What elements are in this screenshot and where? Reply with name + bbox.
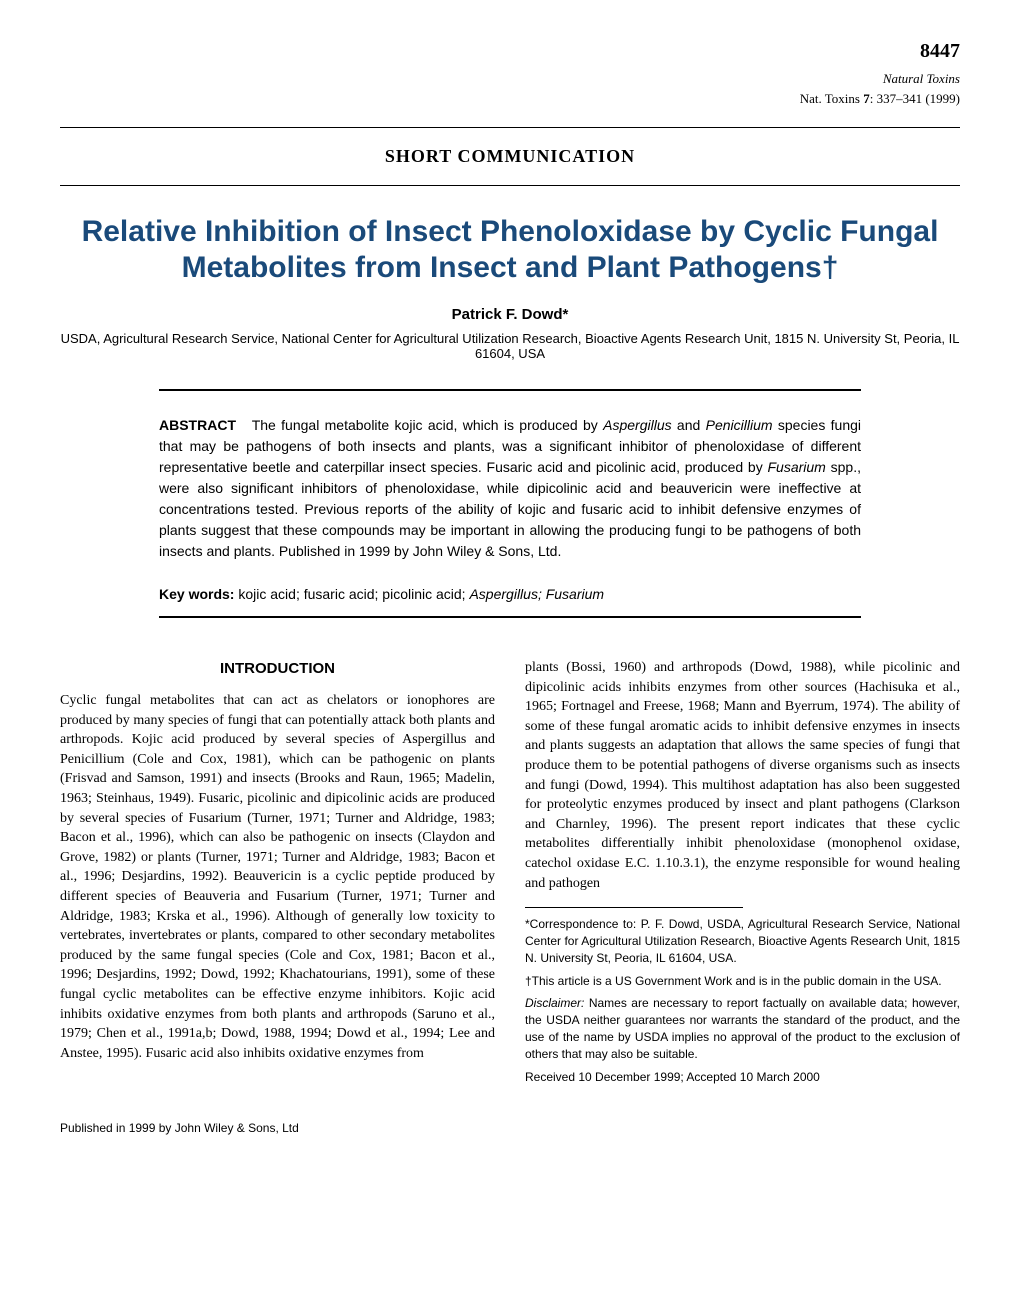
abstract-species-2: Penicillium	[706, 417, 773, 433]
keywords-label: Key words:	[159, 586, 234, 602]
column-left: INTRODUCTION Cyclic fungal metabolites t…	[60, 658, 495, 1091]
section-type: SHORT COMMUNICATION	[60, 146, 960, 167]
journal-volume: 7	[863, 91, 870, 106]
rule-abstract-top	[159, 389, 861, 391]
footnote-correspondence: *Correspondence to: P. F. Dowd, USDA, Ag…	[525, 916, 960, 966]
abstract-text-2: and	[672, 417, 706, 433]
footnote-disclaimer: Disclaimer: Names are necessary to repor…	[525, 995, 960, 1062]
journal-name: Natural Toxins	[60, 71, 960, 87]
column-left-text: Cyclic fungal metabolites that can act a…	[60, 691, 495, 1063]
introduction-heading: INTRODUCTION	[60, 658, 495, 679]
footnote-received: Received 10 December 1999; Accepted 10 M…	[525, 1069, 960, 1086]
abstract-block: ABSTRACT The fungal metabolite kojic aci…	[159, 415, 861, 562]
keywords-text: kojic acid; fusaric acid; picolinic acid…	[234, 586, 469, 602]
journal-year: (1999)	[925, 91, 960, 106]
keywords-block: Key words: kojic acid; fusaric acid; pic…	[159, 586, 861, 602]
journal-abbrev: Nat. Toxins	[800, 91, 860, 106]
abstract-text-1: The fungal metabolite kojic acid, which …	[252, 417, 603, 433]
article-title: Relative Inhibition of Insect Phenoloxid…	[60, 214, 960, 286]
journal-pages: 337–341	[877, 91, 923, 106]
column-right-text: plants (Bossi, 1960) and arthropods (Dow…	[525, 658, 960, 893]
footer-publisher: Published in 1999 by John Wiley & Sons, …	[60, 1121, 960, 1135]
abstract-label: ABSTRACT	[159, 417, 236, 433]
page-number: 8447	[60, 40, 960, 63]
rule-mid	[60, 185, 960, 186]
keywords-species: Aspergillus; Fusarium	[469, 586, 604, 602]
column-right: plants (Bossi, 1960) and arthropods (Dow…	[525, 658, 960, 1091]
footnotes: *Correspondence to: P. F. Dowd, USDA, Ag…	[525, 916, 960, 1085]
footnote-disclaimer-label: Disclaimer:	[525, 996, 584, 1010]
author-affiliation: USDA, Agricultural Research Service, Nat…	[60, 331, 960, 361]
abstract-species-1: Aspergillus	[603, 417, 671, 433]
footnote-disclaimer-text: Names are necessary to report factually …	[525, 996, 960, 1060]
abstract-species-3: Fusarium	[768, 459, 826, 475]
footnote-government: †This article is a US Government Work an…	[525, 973, 960, 990]
rule-top	[60, 127, 960, 128]
body-columns: INTRODUCTION Cyclic fungal metabolites t…	[60, 658, 960, 1091]
author-name: Patrick F. Dowd*	[60, 306, 960, 323]
journal-reference: Nat. Toxins 7: 337–341 (1999)	[60, 91, 960, 107]
rule-abstract-bottom	[159, 616, 861, 618]
footnote-divider	[525, 907, 743, 908]
